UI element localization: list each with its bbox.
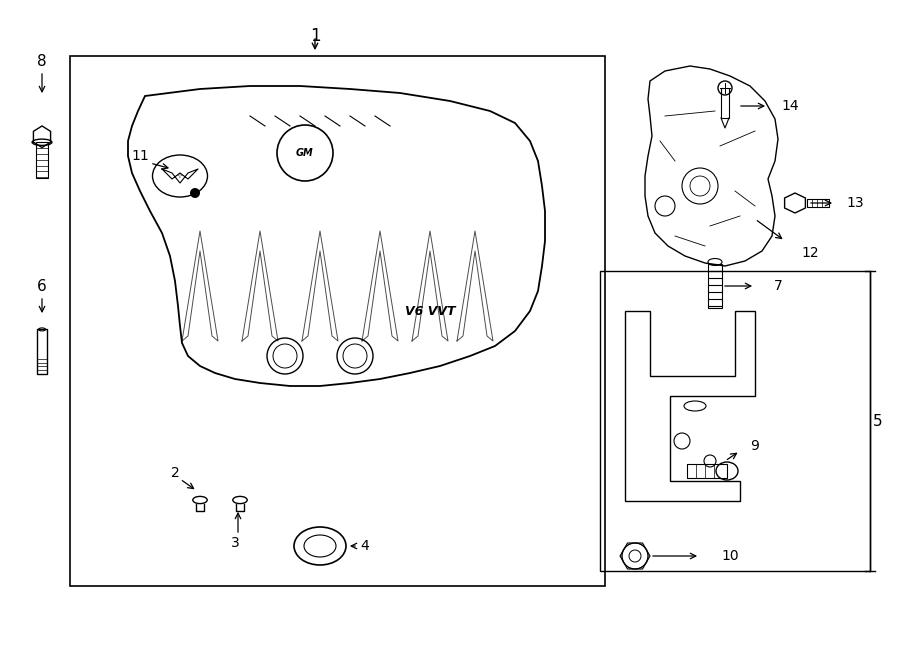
Bar [721, 88, 729, 118]
Circle shape [190, 188, 200, 198]
Text: 9: 9 [751, 439, 760, 453]
Text: 10: 10 [721, 549, 739, 563]
Text: 4: 4 [361, 539, 369, 553]
Bar [70, 56, 605, 586]
Text: 11: 11 [131, 149, 149, 163]
Text: GM: GM [296, 148, 314, 158]
Text: 5: 5 [873, 414, 883, 428]
Text: 3: 3 [230, 536, 239, 550]
Text: ⊹: ⊹ [177, 173, 183, 179]
Text: 7: 7 [774, 279, 782, 293]
Text: 6: 6 [37, 278, 47, 293]
Text: 14: 14 [781, 99, 799, 113]
Bar [36, 142, 49, 178]
Text: 2: 2 [171, 466, 179, 480]
Text: 12: 12 [801, 246, 819, 260]
Bar [807, 199, 829, 207]
Text: V6 VVT: V6 VVT [405, 305, 455, 317]
Bar [37, 329, 47, 373]
Bar [687, 464, 727, 478]
Text: 13: 13 [846, 196, 864, 210]
Bar [600, 271, 870, 571]
Bar [708, 264, 722, 308]
Text: 8: 8 [37, 54, 47, 69]
Text: 1: 1 [310, 27, 320, 45]
